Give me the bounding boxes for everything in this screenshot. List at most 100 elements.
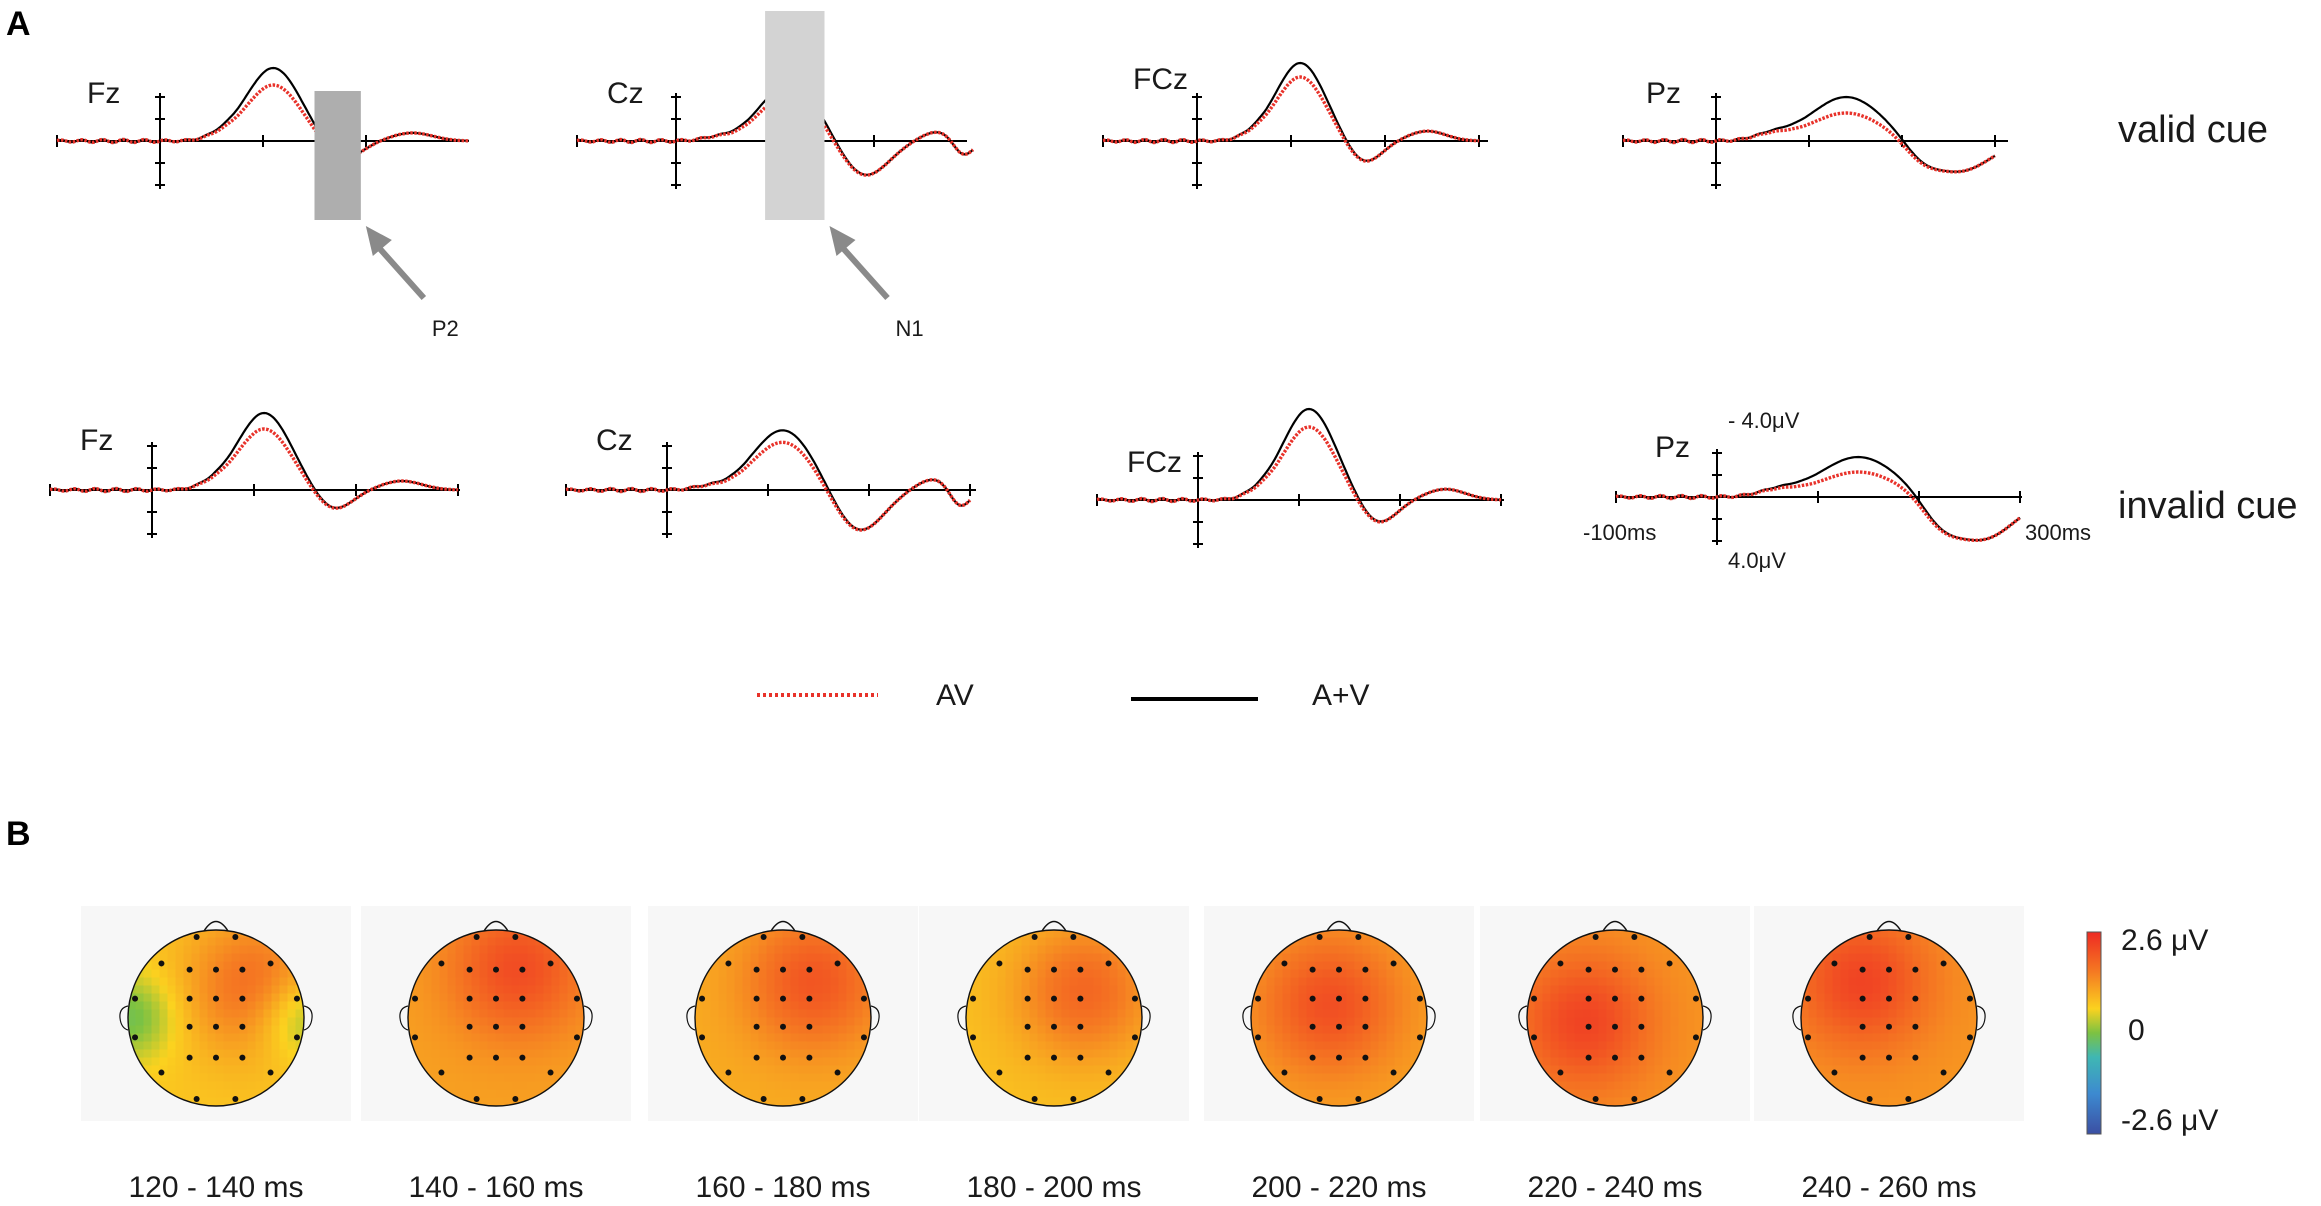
field-cell: [471, 1081, 481, 1091]
field-cell: [519, 961, 529, 971]
field-cell: [463, 977, 473, 987]
field-cell: [463, 985, 473, 995]
field-cell: [846, 1057, 856, 1067]
field-cell: [503, 1041, 513, 1051]
field-cell: [135, 1017, 145, 1027]
field-cell: [1109, 1033, 1119, 1043]
field-cell: [1638, 937, 1648, 947]
field-cell: [519, 945, 529, 955]
topomap-160-180ms: 160 - 180 ms: [648, 906, 918, 1204]
field-cell: [1085, 985, 1095, 995]
field-cell: [710, 1017, 720, 1027]
field-cell: [1614, 1097, 1624, 1106]
field-cell: [1338, 1081, 1348, 1091]
field-cell: [997, 1049, 1007, 1059]
field-cell: [1258, 1041, 1268, 1051]
field-cell: [1330, 1001, 1340, 1011]
field-cell: [1808, 1017, 1818, 1027]
field-cell: [495, 1049, 505, 1059]
field-cell: [798, 969, 808, 979]
field-cell: [1338, 937, 1348, 947]
field-cell: [511, 961, 521, 971]
field-cell: [1630, 1025, 1640, 1035]
field-cell: [1566, 953, 1576, 963]
field-cell: [1856, 985, 1866, 995]
field-cell: [1101, 953, 1111, 963]
field-cell: [199, 1049, 209, 1059]
field-cell: [1402, 977, 1412, 987]
field-cell: [231, 1089, 241, 1099]
annotation-label-n1: N1: [896, 316, 924, 341]
field-cell: [1005, 953, 1015, 963]
field-cell: [1386, 1041, 1396, 1051]
field-cell: [1362, 1017, 1372, 1027]
field-cell: [471, 1089, 481, 1099]
field-cell: [239, 1081, 249, 1091]
field-cell: [1061, 1017, 1071, 1027]
field-cell: [1654, 1057, 1664, 1067]
field-cell: [742, 1049, 752, 1059]
field-cell: [223, 1025, 233, 1035]
field-cell: [1582, 953, 1592, 963]
field-cell: [175, 953, 185, 963]
electrode-dot: [1316, 1095, 1323, 1102]
field-cell: [695, 1025, 704, 1035]
field-cell: [1550, 1073, 1560, 1083]
field-cell: [1378, 1065, 1388, 1075]
field-cell: [1306, 977, 1316, 987]
field-cell: [1872, 1009, 1882, 1019]
field-cell: [1109, 1065, 1119, 1075]
field-cell: [463, 1049, 473, 1059]
field-cell: [1093, 1081, 1103, 1091]
field-cell: [143, 1009, 153, 1019]
field-cell: [199, 1057, 209, 1067]
field-cell: [1872, 1073, 1882, 1083]
field-cell: [535, 969, 545, 979]
field-cell: [758, 993, 768, 1003]
field-cell: [742, 1009, 752, 1019]
electrode-dot: [1255, 1034, 1262, 1041]
field-cell: [151, 1017, 161, 1027]
field-cell: [1037, 961, 1047, 971]
field-cell: [1816, 977, 1826, 987]
field-cell: [1410, 1017, 1420, 1027]
field-cell: [183, 1041, 193, 1051]
field-cell: [997, 961, 1007, 971]
head-outline: [1526, 929, 1704, 1107]
field-cell: [1582, 1001, 1592, 1011]
field-cell: [1338, 1057, 1348, 1067]
field-cell: [487, 993, 497, 1003]
field-cell: [726, 945, 736, 955]
field-cell: [854, 1009, 864, 1019]
field-cell: [543, 1065, 553, 1075]
field-cell: [822, 1049, 832, 1059]
field-cell: [1864, 1041, 1874, 1051]
field-cell: [1566, 985, 1576, 995]
field-cell: [1274, 1009, 1284, 1019]
field-cell: [846, 993, 856, 1003]
field-cell: [183, 1057, 193, 1067]
field-cell: [143, 969, 153, 979]
field-cell: [1402, 1001, 1412, 1011]
field-cell: [1920, 1089, 1930, 1099]
field-cell: [479, 930, 489, 939]
field-cell: [551, 969, 561, 979]
field-cell: [774, 930, 784, 939]
field-cell: [1952, 1033, 1962, 1043]
electrode-dot: [466, 1054, 473, 1061]
field-cell: [551, 1065, 561, 1075]
field-cell: [423, 993, 433, 1003]
field-cell: [1840, 1057, 1850, 1067]
field-cell: [1638, 953, 1648, 963]
field-cell: [1542, 1057, 1552, 1067]
electrode-dot: [293, 995, 300, 1002]
field-cell: [1069, 977, 1079, 987]
field-cell: [1306, 1033, 1316, 1043]
field-cell: [487, 977, 497, 987]
field-cell: [1550, 985, 1560, 995]
field-cell: [439, 993, 449, 1003]
field-cell: [431, 1041, 441, 1051]
field-cell: [1109, 993, 1119, 1003]
field-cell: [726, 969, 736, 979]
field-cell: [1856, 1073, 1866, 1083]
